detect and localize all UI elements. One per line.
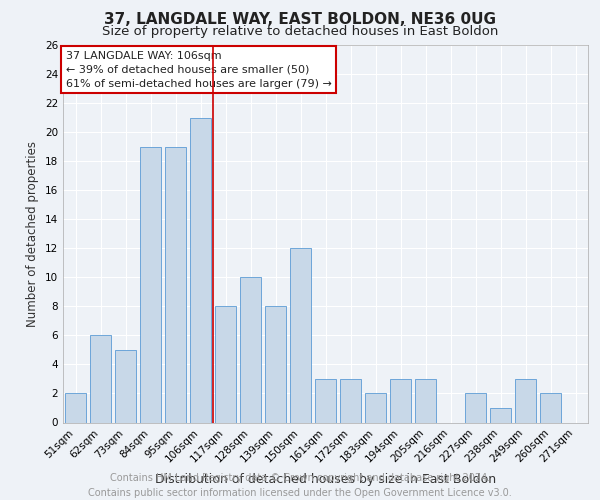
Bar xyxy=(215,306,236,422)
Bar xyxy=(390,379,411,422)
Bar xyxy=(240,278,261,422)
Bar xyxy=(165,146,186,422)
Bar xyxy=(365,394,386,422)
Bar xyxy=(65,394,86,422)
Bar xyxy=(290,248,311,422)
Bar xyxy=(465,394,486,422)
Bar xyxy=(515,379,536,422)
Text: 37, LANGDALE WAY, EAST BOLDON, NE36 0UG: 37, LANGDALE WAY, EAST BOLDON, NE36 0UG xyxy=(104,12,496,28)
Text: Contains HM Land Registry data © Crown copyright and database right 2024.
Contai: Contains HM Land Registry data © Crown c… xyxy=(88,472,512,498)
Bar xyxy=(90,336,111,422)
Text: 37 LANGDALE WAY: 106sqm
← 39% of detached houses are smaller (50)
61% of semi-de: 37 LANGDALE WAY: 106sqm ← 39% of detache… xyxy=(65,50,331,88)
Text: Size of property relative to detached houses in East Boldon: Size of property relative to detached ho… xyxy=(102,25,498,38)
Bar xyxy=(415,379,436,422)
Bar xyxy=(115,350,136,422)
Bar xyxy=(265,306,286,422)
Bar xyxy=(315,379,336,422)
Bar xyxy=(340,379,361,422)
Y-axis label: Number of detached properties: Number of detached properties xyxy=(26,141,40,327)
X-axis label: Distribution of detached houses by size in East Boldon: Distribution of detached houses by size … xyxy=(155,472,496,486)
Bar xyxy=(140,146,161,422)
Bar xyxy=(190,118,211,422)
Bar xyxy=(540,394,561,422)
Bar xyxy=(490,408,511,422)
